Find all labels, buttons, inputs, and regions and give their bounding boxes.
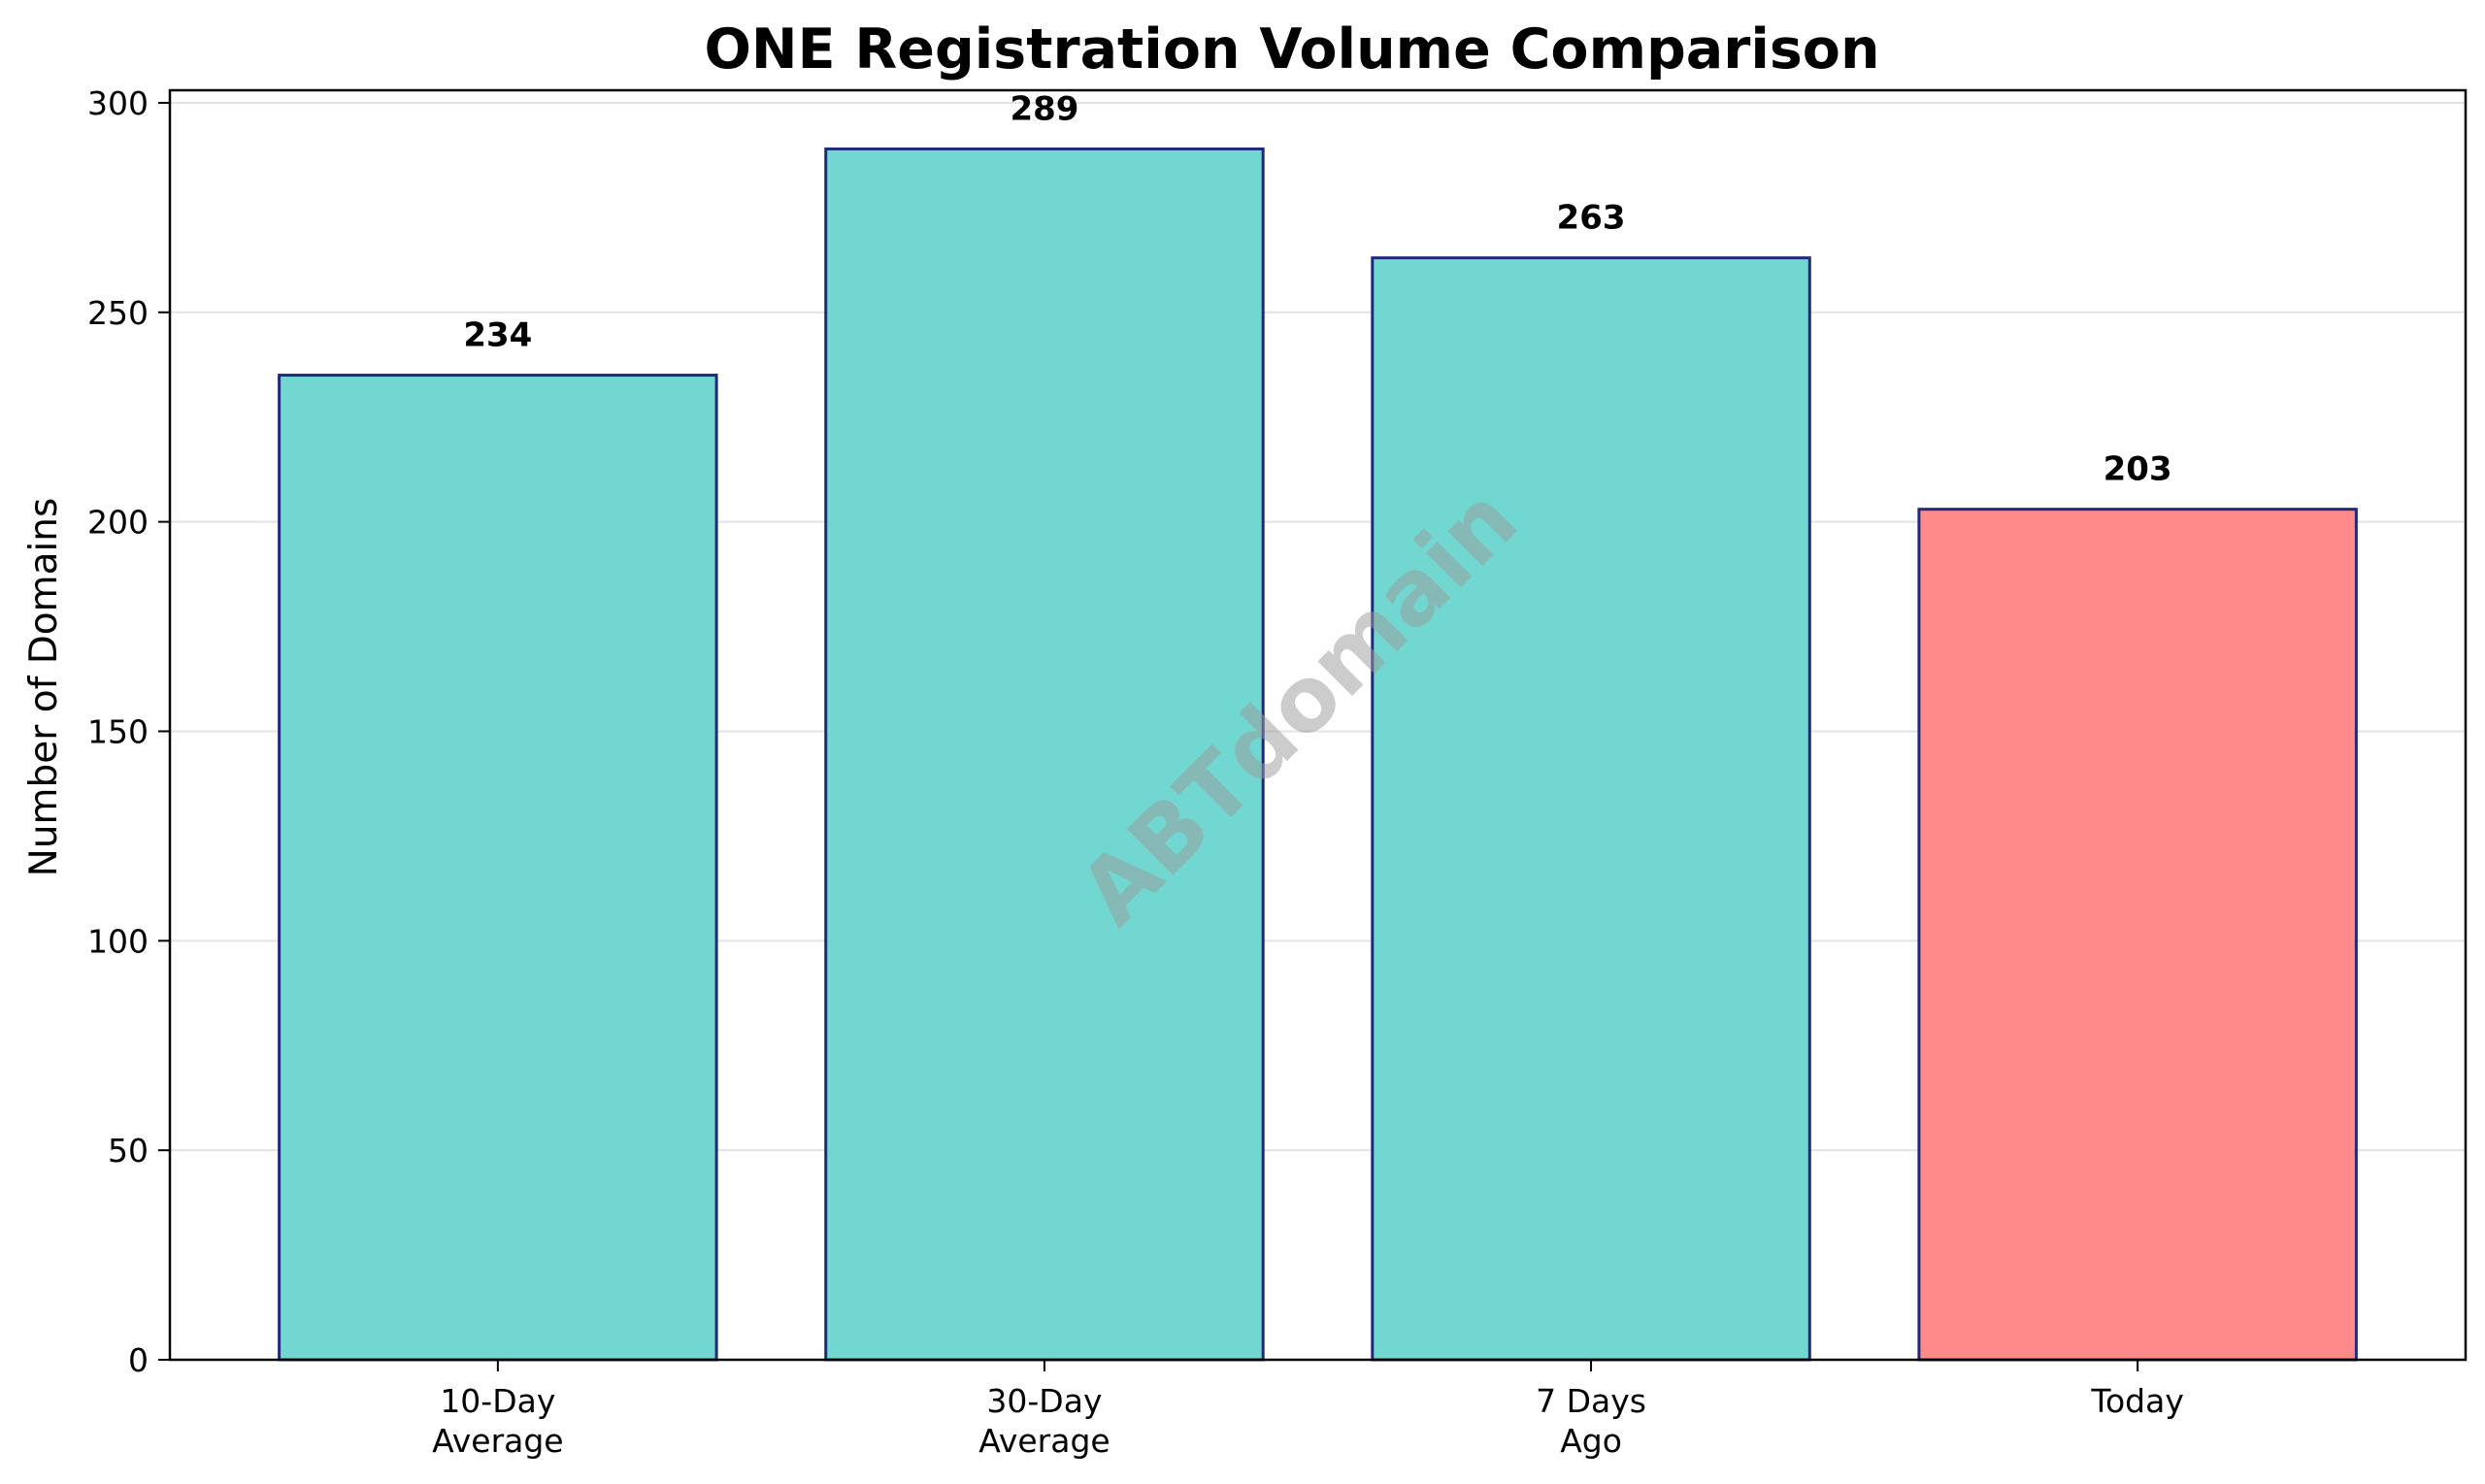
- bar: [1371, 256, 1811, 1362]
- x-tick-label-line: Average: [432, 1422, 564, 1460]
- y-tick-label: 0: [128, 1341, 149, 1379]
- y-axis-label: Number of Domains: [22, 498, 66, 877]
- x-tick-label-line: 10-Day: [440, 1382, 555, 1420]
- x-tick-label-line: Today: [2090, 1382, 2183, 1420]
- x-tick-label-line: Average: [978, 1422, 1110, 1460]
- bar: [1917, 508, 2358, 1362]
- y-tick-label: 100: [87, 922, 149, 960]
- y-tick-label: 200: [87, 504, 149, 542]
- x-tick-label: 10-Day Average: [432, 1382, 564, 1460]
- y-axis-ticks: 0 50 100 150 200 250 300: [87, 84, 170, 1379]
- data-label: 263: [1557, 199, 1626, 238]
- chart-title: ONE Registration Volume Comparison: [704, 17, 1879, 82]
- y-tick-label: 300: [87, 84, 149, 122]
- bars: [278, 147, 2358, 1362]
- plot-frame: [168, 88, 2468, 1362]
- x-tick-label-line: 30-Day: [986, 1382, 1102, 1420]
- data-label: 289: [1010, 89, 1078, 128]
- data-label: 203: [2104, 450, 2172, 489]
- y-tick-label: 150: [87, 712, 149, 750]
- x-tick-label-line: 7 Days: [1536, 1382, 1646, 1420]
- x-tick-label: 7 Days Ago: [1536, 1382, 1646, 1460]
- y-tick-label: 250: [87, 294, 149, 332]
- data-label: 234: [463, 316, 532, 355]
- data-labels: 234 289 263 203: [463, 89, 2171, 488]
- bar: [278, 374, 718, 1362]
- x-tick-label-line: Ago: [1560, 1422, 1622, 1460]
- x-tick-label: 30-Day Average: [978, 1382, 1110, 1460]
- y-tick-label: 50: [108, 1132, 149, 1170]
- bar: [824, 147, 1265, 1362]
- x-tick-label: Today: [2090, 1382, 2183, 1420]
